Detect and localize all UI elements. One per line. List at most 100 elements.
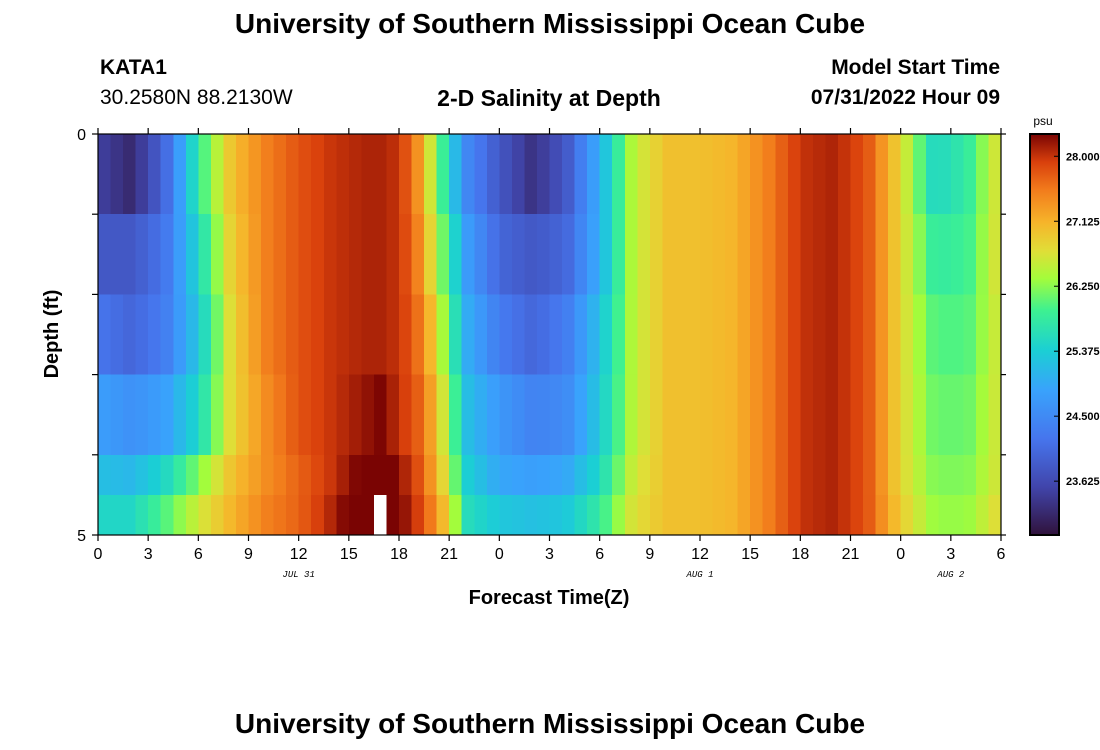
heatmap-cell xyxy=(687,454,701,496)
heatmap-cell xyxy=(762,214,776,295)
heatmap-cell xyxy=(624,294,638,376)
heatmap-cell xyxy=(248,374,262,456)
heatmap-cell xyxy=(787,134,801,215)
heatmap-cell xyxy=(348,494,362,536)
heatmap-cell xyxy=(562,494,576,536)
heatmap-cell xyxy=(599,374,613,456)
heatmap-cell xyxy=(963,134,977,215)
heatmap-cell xyxy=(449,294,463,376)
heatmap-cell xyxy=(248,294,262,376)
heatmap-cell xyxy=(662,454,676,496)
heatmap-cell xyxy=(674,294,689,376)
heatmap-cell xyxy=(549,494,563,536)
heatmap-cell xyxy=(587,214,601,295)
heatmap-cell xyxy=(474,134,488,215)
heatmap-cell xyxy=(775,134,789,215)
heatmap-cell xyxy=(173,294,187,376)
heatmap-cell xyxy=(850,294,864,376)
heatmap-cell xyxy=(963,374,977,456)
heatmap-cell xyxy=(273,454,287,496)
heatmap-cell xyxy=(863,494,877,536)
heatmap-cell xyxy=(674,494,689,536)
heatmap-cell xyxy=(148,374,162,456)
heatmap-cell xyxy=(361,494,375,536)
heatmap-cell xyxy=(311,494,325,536)
heatmap-cell xyxy=(750,454,764,496)
heatmap-cell xyxy=(261,374,275,456)
heatmap-cell xyxy=(812,134,827,215)
heatmap-cell xyxy=(700,134,714,215)
heatmap-cell xyxy=(223,494,237,536)
heatmap-cell xyxy=(123,294,137,376)
heatmap-cell xyxy=(185,214,199,295)
heatmap-cell xyxy=(649,494,663,536)
heatmap-cell xyxy=(549,294,563,376)
heatmap-cell xyxy=(599,494,613,536)
heatmap-cell xyxy=(599,454,613,496)
heatmap-cell xyxy=(311,134,325,215)
heatmap-cell xyxy=(574,494,588,536)
heatmap-cell xyxy=(875,494,889,536)
heatmap-cell xyxy=(950,134,964,215)
heatmap-cell xyxy=(98,134,112,215)
heatmap-cell xyxy=(624,214,638,295)
heatmap-cell xyxy=(950,294,964,376)
heatmap-cell xyxy=(424,494,438,536)
heatmap-cell xyxy=(499,294,513,376)
heatmap-cell xyxy=(837,374,852,456)
heatmap-cell xyxy=(123,494,137,536)
y-tick-label: 5 xyxy=(77,528,86,545)
heatmap-cell xyxy=(787,374,801,456)
heatmap-cell xyxy=(712,374,726,456)
heatmap-cell xyxy=(524,494,538,536)
heatmap-cell xyxy=(399,374,413,456)
heatmap-cell xyxy=(737,134,751,215)
x-tick-label: 21 xyxy=(842,546,860,563)
heatmap-cell xyxy=(913,134,927,215)
heatmap-cell xyxy=(461,454,475,496)
heatmap-cell xyxy=(386,134,400,215)
heatmap-cell xyxy=(449,374,463,456)
heatmap-cell xyxy=(536,134,551,215)
heatmap-cell xyxy=(612,214,626,295)
heatmap-cell xyxy=(574,374,588,456)
heatmap-cell xyxy=(123,214,137,295)
heatmap-cell xyxy=(261,294,275,376)
heatmap-cell xyxy=(888,374,902,456)
heatmap-cell xyxy=(875,294,889,376)
heatmap-cell xyxy=(737,374,751,456)
heatmap-cell xyxy=(511,294,526,376)
heatmap-cell xyxy=(587,494,601,536)
heatmap-cell xyxy=(185,374,199,456)
heatmap-cell xyxy=(762,494,776,536)
heatmap-cell xyxy=(98,374,112,456)
heatmap-cell xyxy=(988,454,1002,496)
heatmap-cell xyxy=(474,374,488,456)
heatmap-cell xyxy=(662,214,676,295)
heatmap-cell xyxy=(850,454,864,496)
heatmap-cell xyxy=(436,374,450,456)
heatmap-cell xyxy=(900,374,914,456)
heatmap-cell xyxy=(975,134,990,215)
heatmap-cell xyxy=(499,214,513,295)
heatmap-cell xyxy=(235,294,250,376)
heatmap-cell xyxy=(900,214,914,295)
heatmap-cell xyxy=(235,374,250,456)
heatmap-cell xyxy=(336,294,350,376)
heatmap-cell xyxy=(399,214,413,295)
heatmap-cell xyxy=(135,294,149,376)
heatmap-cell xyxy=(286,494,300,536)
heatmap-cell xyxy=(286,134,300,215)
heatmap-cell xyxy=(900,454,914,496)
x-tick-label: 12 xyxy=(691,546,709,563)
heatmap-cell xyxy=(261,214,275,295)
heatmap-cell xyxy=(662,494,676,536)
heatmap-cell xyxy=(524,134,538,215)
heatmap-cell xyxy=(562,374,576,456)
heatmap-cell xyxy=(461,214,475,295)
heatmap-cell xyxy=(511,214,526,295)
heatmap-cell xyxy=(273,294,287,376)
heatmap-cell xyxy=(800,214,814,295)
heatmap-cell xyxy=(549,374,563,456)
chart-title: 2-D Salinity at Depth xyxy=(437,85,661,111)
